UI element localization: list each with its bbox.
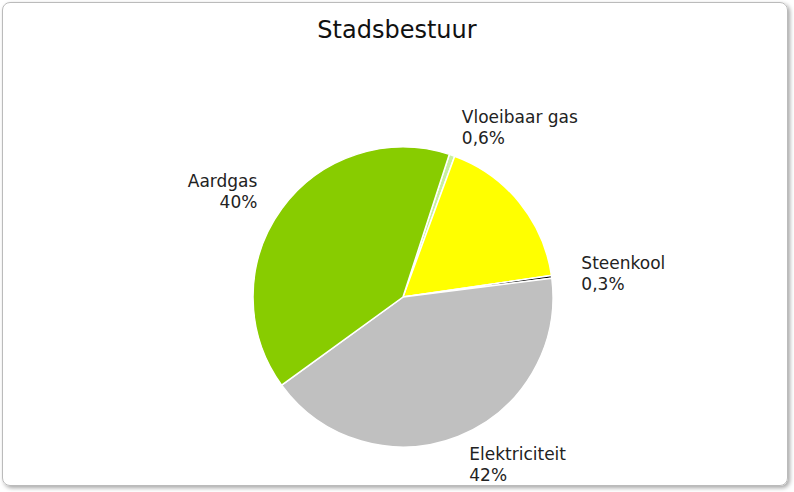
svg-text:Aardgas40%: Aardgas40% [188, 171, 258, 212]
svg-text:Elektriciteit42%: Elektriciteit42% [469, 444, 566, 485]
html-text:Stadsbestuur: Stadsbestuur [317, 16, 477, 44]
svg-text:Vloeibaar gas0,6%: Vloeibaar gas0,6% [462, 107, 578, 148]
svg-text:Steenkool0,3%: Steenkool0,3% [581, 253, 665, 294]
